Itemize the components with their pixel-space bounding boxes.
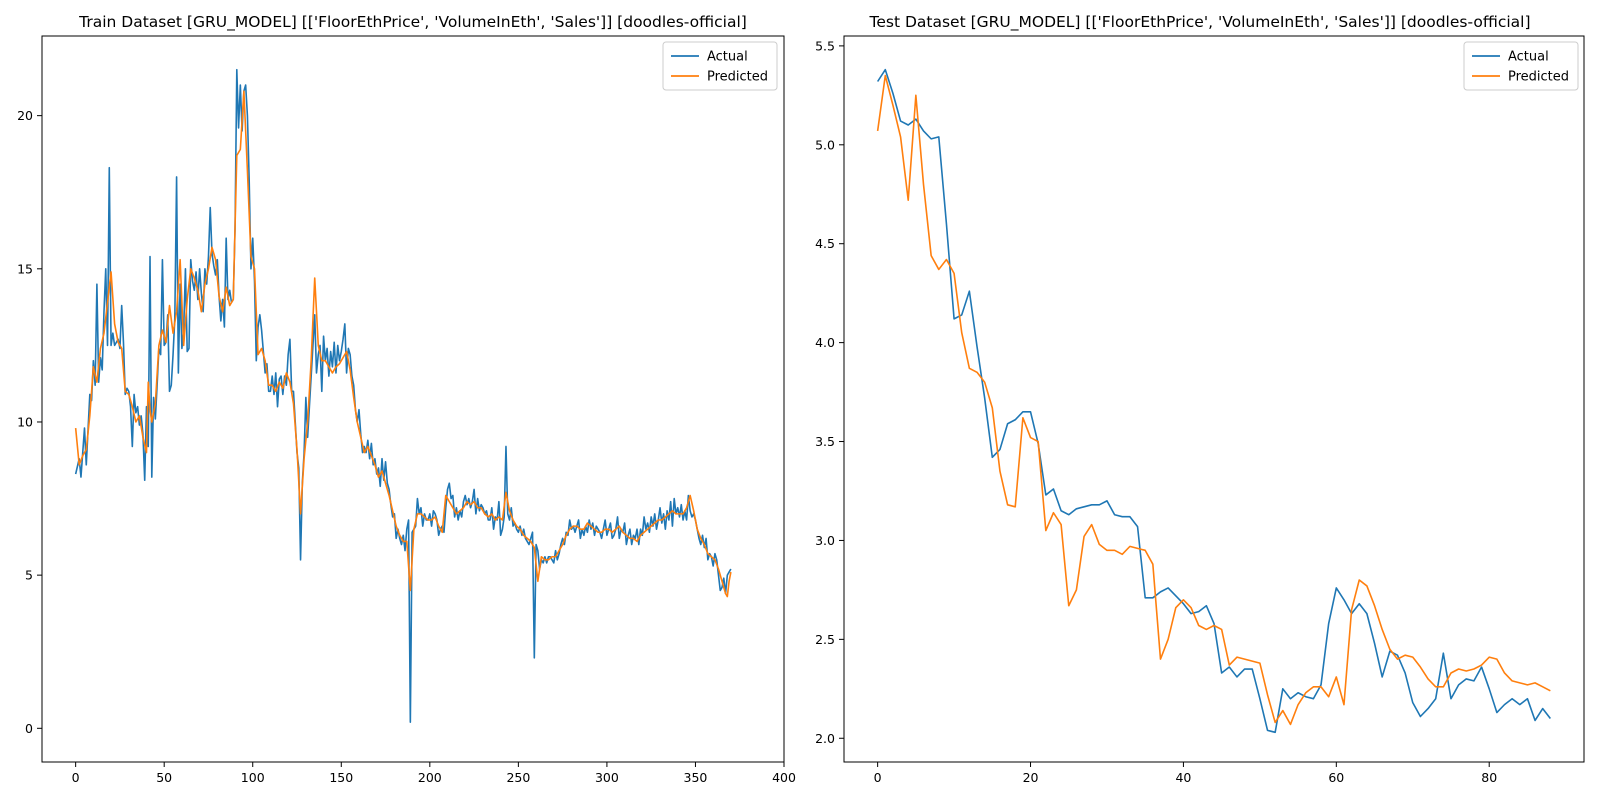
test-legend-box: [1463, 41, 1579, 91]
test-chart-title: Test Dataset [GRU_MODEL] [['FloorEthPric…: [869, 13, 1531, 32]
test-y-tick-label: 2.5: [815, 632, 835, 647]
train-chart-panel: Train Dataset [GRU_MODEL] [['FloorEthPri…: [17, 13, 796, 785]
train-x-tick-label: 400: [772, 770, 796, 785]
test-chart-panel: Test Dataset [GRU_MODEL] [['FloorEthPric…: [815, 13, 1585, 785]
test-legend-label: Predicted: [1508, 70, 1569, 85]
train-y-tick-label: 0: [25, 721, 33, 736]
train-chart-title: Train Dataset [GRU_MODEL] [['FloorEthPri…: [78, 13, 747, 32]
train-y-tick-label: 10: [17, 414, 33, 429]
train-x-tick-label: 300: [595, 770, 619, 785]
train-x-tick-label: 150: [329, 770, 353, 785]
test-y-tick-label: 5.5: [815, 38, 835, 53]
test-y-tick-label: 5.0: [815, 137, 835, 152]
train-x-tick-label: 0: [72, 770, 80, 785]
train-axes-frame: [41, 35, 785, 763]
test-legend-label: Actual: [1508, 50, 1549, 65]
test-x-tick-label: 0: [874, 770, 882, 785]
test-axes-frame: [843, 35, 1585, 763]
test-y-tick-label: 3.5: [815, 434, 835, 449]
train-legend-label: Predicted: [707, 70, 768, 85]
train-y-tick-label: 20: [17, 108, 33, 123]
train-legend-label: Actual: [707, 50, 748, 65]
train-x-tick-label: 200: [418, 770, 442, 785]
test-series-line-predicted: [876, 74, 1551, 726]
train-y-tick-label: 5: [25, 568, 33, 583]
test-y-tick-label: 4.0: [815, 335, 835, 350]
test-x-tick-label: 40: [1175, 770, 1191, 785]
train-y-tick-label: 15: [17, 261, 33, 276]
train-series-line-actual: [74, 68, 732, 723]
train-x-tick-label: 350: [684, 770, 708, 785]
train-legend: Actual Predicted: [662, 41, 778, 91]
test-x-tick-label: 60: [1328, 770, 1344, 785]
train-legend-box: [662, 41, 778, 91]
train-series-line-predicted: [74, 90, 732, 598]
test-legend: Actual Predicted: [1463, 41, 1579, 91]
test-x-tick-label: 20: [1023, 770, 1039, 785]
test-x-tick-label: 80: [1481, 770, 1497, 785]
test-y-tick-label: 4.5: [815, 236, 835, 251]
test-series-line-actual: [876, 68, 1551, 734]
train-x-tick-label: 50: [156, 770, 172, 785]
test-y-tick-label: 2.0: [815, 731, 835, 746]
train-x-tick-label: 250: [506, 770, 530, 785]
train-x-tick-label: 100: [241, 770, 265, 785]
test-y-tick-label: 3.0: [815, 533, 835, 548]
